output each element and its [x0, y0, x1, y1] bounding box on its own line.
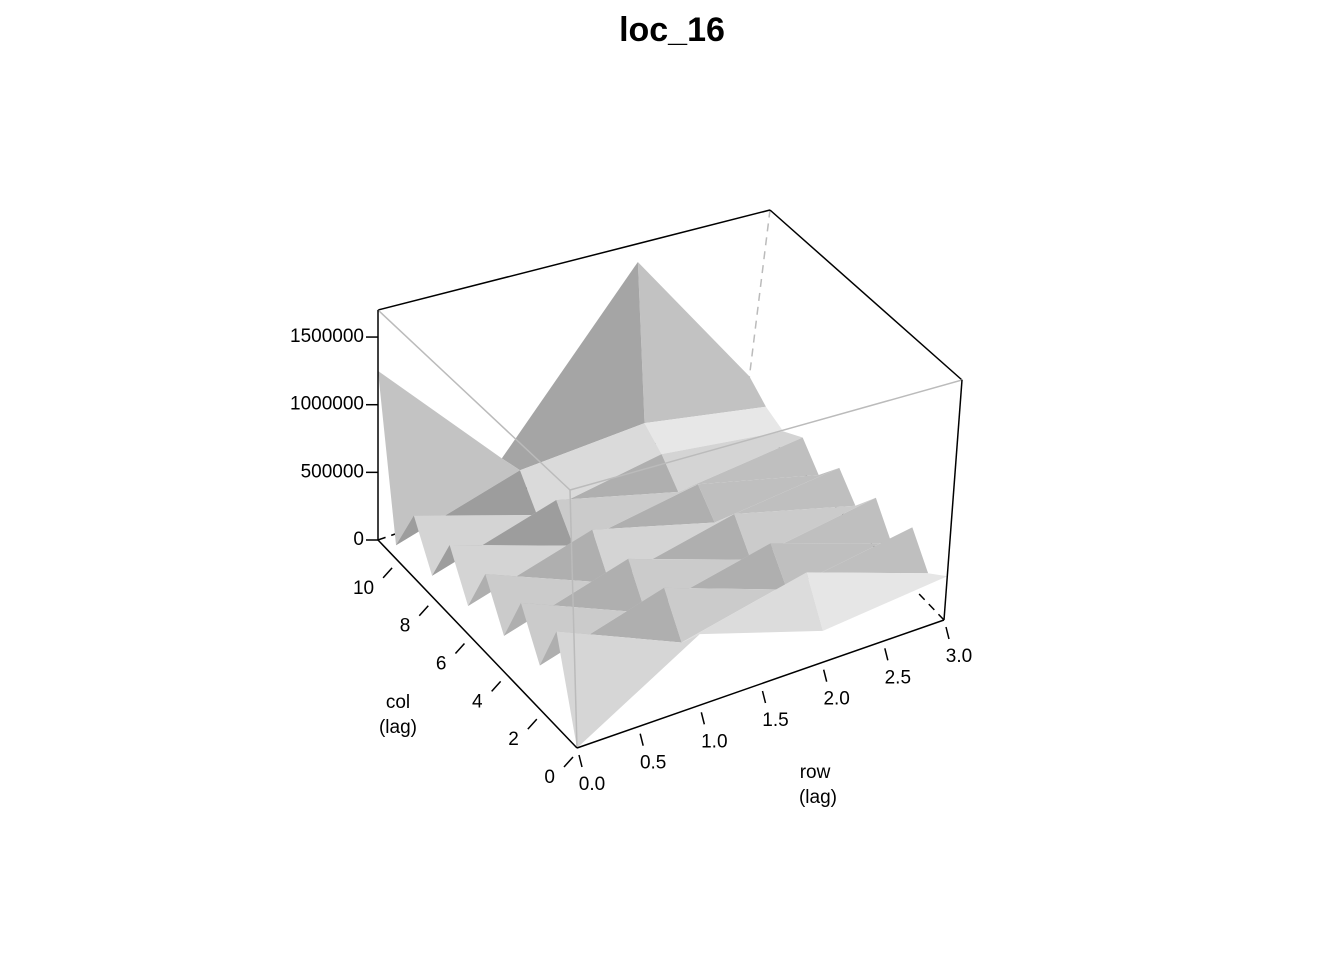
surface-facet [556, 631, 700, 748]
x-tick-label: 0.5 [640, 753, 666, 774]
y-tick-label: 6 [436, 654, 447, 675]
x-tick-label: 1.0 [701, 731, 727, 752]
box-edge [569, 489, 578, 749]
surface-facet [501, 261, 645, 471]
surface-facet [714, 467, 856, 523]
box-edge [576, 619, 945, 749]
surface-facet [644, 406, 784, 455]
y-axis-label: (lag) [379, 717, 417, 738]
x-axis-label: row [800, 762, 831, 783]
y-tick-label: 0 [544, 767, 555, 788]
x-tick [639, 733, 644, 746]
surface-facet [645, 543, 788, 613]
surface-facet [503, 558, 646, 636]
surface-facet [609, 513, 751, 583]
box-edge [377, 539, 578, 749]
y-tick [418, 605, 429, 617]
x-tick-label: 2.5 [885, 667, 911, 688]
y-tick-label: 2 [508, 729, 519, 750]
surface-facet [787, 527, 929, 590]
z-tick-label: 500000 [301, 461, 364, 482]
surface-facet [432, 500, 574, 576]
box-edge [569, 379, 963, 491]
x-tick-label: 0.0 [579, 774, 605, 795]
x-tick [761, 690, 767, 704]
y-tick [563, 756, 574, 768]
y-tick [454, 643, 466, 655]
y-tick-label: 10 [353, 578, 374, 599]
surface-facet [750, 497, 892, 560]
surface-facet [573, 484, 715, 546]
x-tick [822, 669, 828, 682]
surface-facet [661, 431, 803, 492]
box-edge [377, 209, 771, 311]
x-tick-label: 1.5 [762, 710, 788, 731]
box-edge [377, 309, 571, 491]
y-tick-label: 4 [472, 691, 483, 712]
surface-facet [663, 572, 807, 643]
z-tick-label: 1000000 [290, 394, 364, 415]
y-tick [382, 567, 393, 579]
z-tick-label: 0 [353, 529, 364, 550]
x-tick-label: 3.0 [946, 646, 972, 667]
surface-facet [637, 261, 766, 424]
surface-facet [468, 529, 610, 606]
x-axis-label: (lag) [799, 787, 837, 808]
surface-facet [806, 572, 948, 631]
y-tick [527, 718, 538, 730]
box-edge [769, 209, 963, 381]
chart-title: loc_16 [619, 11, 725, 49]
x-tick-label: 2.0 [823, 689, 849, 710]
x-tick [578, 754, 583, 768]
z-tick-label: 1500000 [290, 326, 364, 347]
surface-facet [678, 437, 819, 492]
surface-facet [539, 587, 682, 666]
y-axis-label: col [386, 692, 410, 713]
x-tick [884, 648, 889, 661]
box-edge [943, 379, 963, 621]
surface-facet [396, 470, 538, 546]
surface-facet [520, 423, 662, 516]
surface-facet [681, 572, 823, 643]
y-tick [491, 680, 502, 692]
x-tick [700, 712, 706, 725]
x-tick [945, 626, 950, 640]
surface-facet [697, 467, 840, 523]
surface-facet [378, 370, 521, 546]
y-tick-label: 8 [400, 616, 411, 637]
